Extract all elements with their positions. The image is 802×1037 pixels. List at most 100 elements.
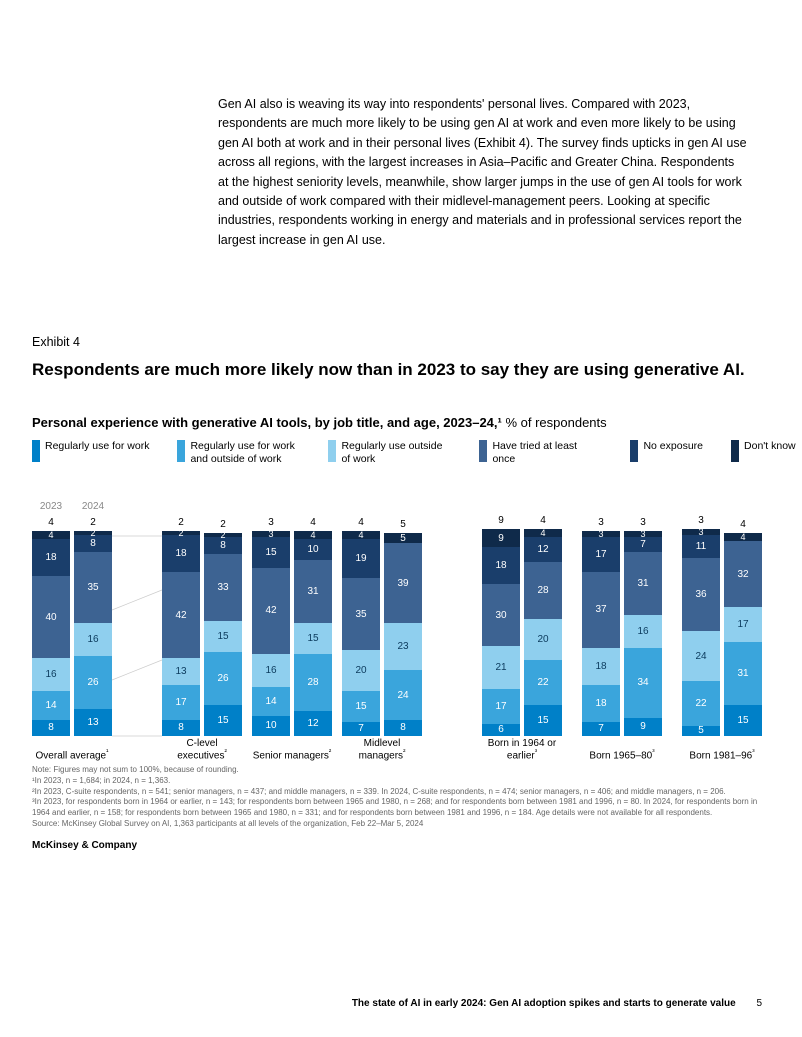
year-label: 2024	[74, 501, 112, 512]
footnote-line: Source: McKinsey Global Survey on AI, 1,…	[32, 819, 772, 830]
bar-segment: 24	[384, 670, 422, 719]
stacked-bar: 824233955	[384, 533, 422, 736]
legend-label: Regularly use outside of work	[341, 440, 451, 465]
bar-group: 61721301899152220281244Born in 1964 or e…	[482, 529, 562, 736]
bar-segment: 20	[342, 650, 380, 691]
bar-segment: 10	[294, 539, 332, 560]
bar-group: 71520351944824233955Midlevel managers²	[342, 531, 422, 736]
bar-segment: 21	[482, 646, 520, 689]
stacked-bar: 122815311044	[294, 531, 332, 736]
bar-segment: 32	[724, 541, 762, 607]
legend-item: Don't know	[731, 440, 796, 465]
bar-segment: 8	[162, 720, 200, 736]
group-label: Born 1965–80³	[582, 749, 662, 762]
legend-swatch	[328, 440, 336, 462]
bar-segment: 36	[682, 558, 720, 632]
bar-segment: 42	[252, 568, 290, 654]
legend-swatch	[731, 440, 739, 462]
stacked-bar: 71818371733	[582, 531, 620, 736]
legend-label: No exposure	[643, 440, 703, 453]
bar-segment: 31	[624, 552, 662, 616]
bar-segment: 9	[624, 718, 662, 736]
stacked-bar: 1531173244	[724, 533, 762, 736]
bar-segment: 7	[342, 722, 380, 736]
group-label: Born in 1964 or earlier³	[482, 738, 562, 762]
bar-group: 8171342182215261533822C-level executives…	[162, 531, 242, 736]
chart-headline: Respondents are much more likely now tha…	[32, 360, 772, 380]
stacked-bar: 71520351944	[342, 531, 380, 736]
legend-item: Regularly use for work and outside of wo…	[177, 440, 300, 465]
bar-segment: 15	[724, 705, 762, 736]
chart-legend: Regularly use for work Regularly use for …	[32, 440, 796, 465]
bar-segment: 2	[162, 531, 200, 535]
footer-page-number: 5	[756, 998, 762, 1009]
legend-item: Have tried at least once	[479, 440, 602, 465]
bar-segment: 26	[74, 656, 112, 709]
bar-top-label: 9	[482, 515, 520, 526]
bar-segment: 13	[162, 658, 200, 685]
legend-swatch	[630, 440, 638, 462]
bar-segment: 7	[582, 722, 620, 736]
bar-top-label: 3	[682, 515, 720, 526]
legend-item: Regularly use for work	[32, 440, 149, 465]
bar-segment: 17	[724, 607, 762, 642]
brand-name: McKinsey & Company	[32, 840, 137, 851]
bar-segment: 3	[624, 531, 662, 537]
subheadline-pct: % of respondents	[505, 415, 606, 430]
stacked-bar: 152220281244	[524, 529, 562, 736]
bar-segment: 19	[342, 539, 380, 578]
bar-segment: 8	[32, 720, 70, 736]
bar-segment: 15	[204, 705, 242, 736]
group-label: C-level executives²	[162, 738, 242, 762]
footnote-line: Note: Figures may not sum to 100%, becau…	[32, 765, 772, 776]
bar-segment: 15	[342, 691, 380, 722]
bar-top-label: 3	[252, 517, 290, 528]
bar-segment: 4	[32, 531, 70, 539]
bar-segment: 34	[624, 648, 662, 718]
group-label: Overall average¹	[32, 749, 112, 762]
bar-segment: 4	[724, 533, 762, 541]
bar-segment: 2	[204, 533, 242, 537]
bar-segment: 13	[74, 709, 112, 736]
bar-segment: 35	[74, 552, 112, 624]
stacked-bar: 101416421533	[252, 531, 290, 736]
bar-segment: 17	[582, 537, 620, 572]
footnote-line: ¹In 2023, n = 1,684; in 2024, n = 1,363.	[32, 776, 772, 787]
bar-top-label: 4	[32, 517, 70, 528]
bar-top-label: 3	[582, 517, 620, 528]
bar-segment: 5	[682, 726, 720, 736]
bar-segment: 12	[294, 711, 332, 736]
bar-segment: 2	[74, 531, 112, 535]
footnote-line: ³In 2023, for respondents born in 1964 o…	[32, 797, 772, 819]
group-label: Midlevel managers²	[342, 738, 422, 762]
bar-segment: 17	[162, 685, 200, 720]
bar-segment: 31	[294, 560, 332, 624]
legend-item: No exposure	[630, 440, 703, 465]
stacked-bar: 81713421822	[162, 531, 200, 736]
bar-segment: 3	[682, 529, 720, 535]
bar-segment: 15	[524, 705, 562, 736]
stacked-bar: 814164018442023	[32, 531, 70, 736]
bar-top-label: 4	[294, 517, 332, 528]
bar-segment: 23	[384, 623, 422, 670]
stacked-bar: 132616358222024	[74, 531, 112, 736]
bar-segment: 22	[524, 660, 562, 705]
bar-top-label: 2	[204, 519, 242, 530]
stacked-bar: 15261533822	[204, 533, 242, 736]
intro-paragraph: Gen AI also is weaving its way into resp…	[218, 95, 748, 250]
bar-top-label: 2	[74, 517, 112, 528]
bar-group: 814164018442023132616358222024Overall av…	[32, 531, 112, 736]
bar-segment: 11	[682, 535, 720, 558]
bar-segment: 35	[342, 578, 380, 650]
bar-segment: 3	[252, 531, 290, 537]
chart-footnotes: Note: Figures may not sum to 100%, becau…	[32, 765, 772, 830]
bar-segment: 14	[32, 691, 70, 720]
legend-label: Regularly use for work	[45, 440, 149, 453]
bar-segment: 39	[384, 543, 422, 623]
bar-segment: 16	[252, 654, 290, 687]
bar-segment: 15	[204, 621, 242, 652]
bar-segment: 12	[524, 537, 562, 562]
bar-top-label: 2	[162, 517, 200, 528]
bar-segment: 17	[482, 689, 520, 724]
legend-swatch	[177, 440, 185, 462]
